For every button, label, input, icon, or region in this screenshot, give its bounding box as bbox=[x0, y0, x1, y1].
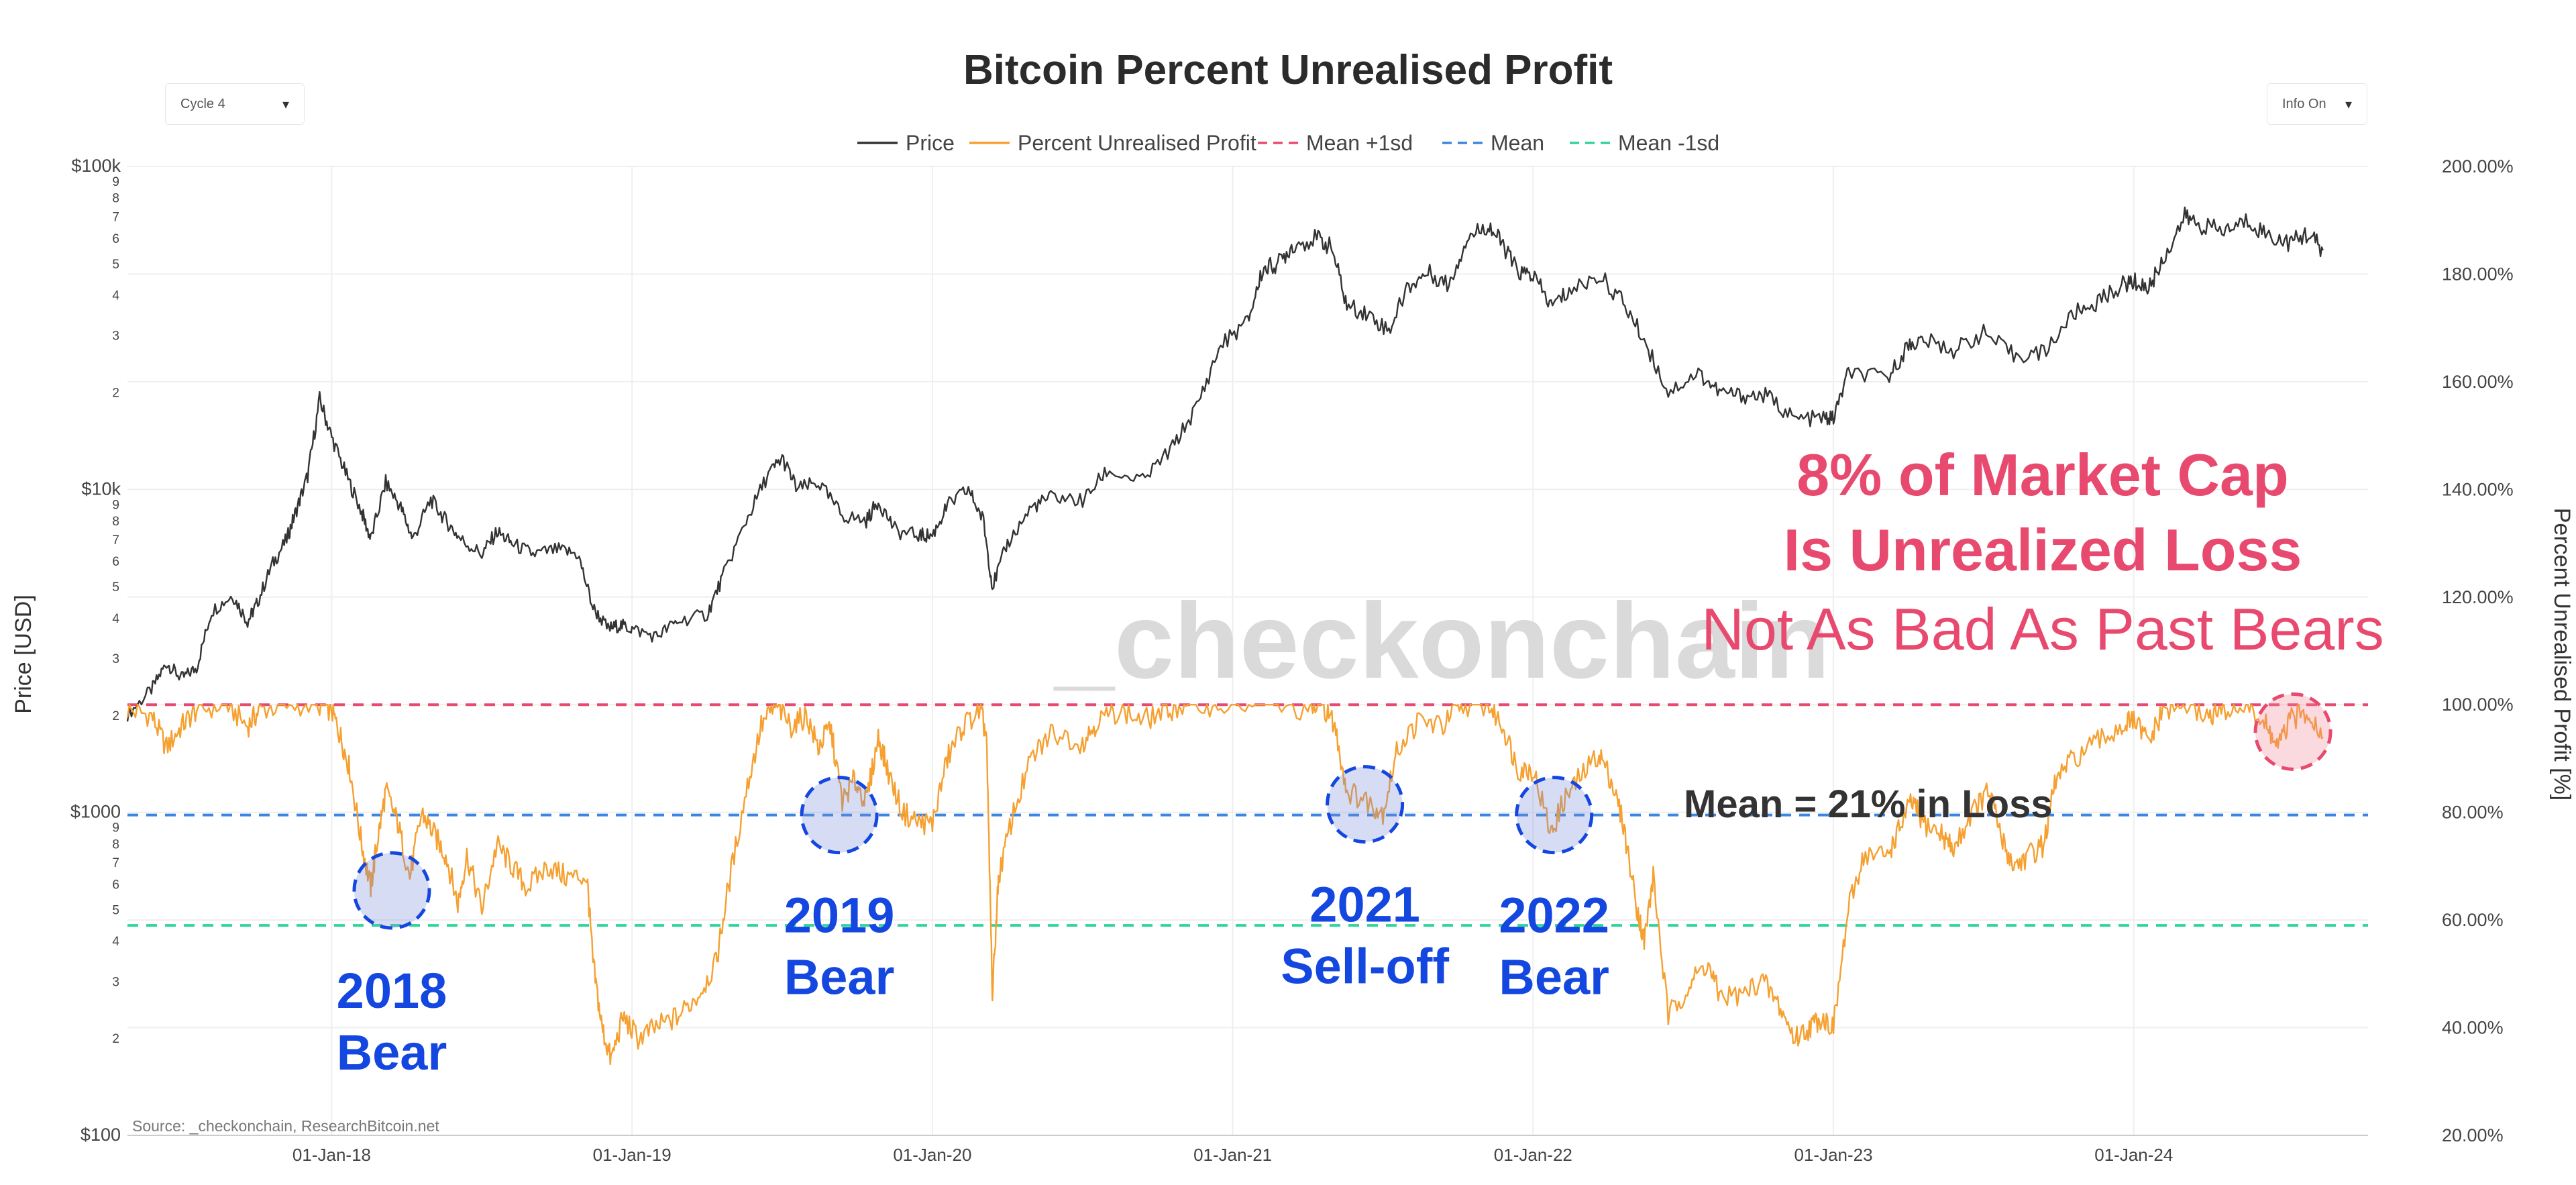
annotation-circle bbox=[1326, 765, 1405, 844]
right-tick-label: 140.00% bbox=[2442, 479, 2514, 499]
legend-item: Mean bbox=[1491, 131, 1544, 155]
left-tick-label: $10k bbox=[81, 478, 121, 499]
x-tick-label: 01-Jan-20 bbox=[893, 1145, 971, 1165]
left-axis-label: Price [USD] bbox=[11, 595, 36, 714]
left-minor-tick-label: 2 bbox=[112, 1032, 119, 1046]
right-tick-label: 180.00% bbox=[2442, 264, 2514, 284]
left-minor-tick-label: 7 bbox=[112, 533, 119, 548]
annotations: 2018 Bear 2019 Bear 2021 Sell-off 2022 Bear Mean… bbox=[337, 442, 2384, 1080]
left-minor-tick-label: 7 bbox=[112, 211, 119, 225]
left-tick-label: $100k bbox=[71, 156, 121, 176]
annotation-label: 2022 bbox=[1499, 888, 1609, 943]
legend-item: Percent Unrealised Profit bbox=[1018, 131, 1256, 155]
left-minor-tick-label: 9 bbox=[112, 175, 119, 189]
annotation-label: Bear bbox=[337, 1025, 447, 1080]
x-tick-label: 01-Jan-24 bbox=[2094, 1145, 2173, 1165]
right-tick-label: 120.00% bbox=[2442, 587, 2514, 607]
left-minor-tick-label: 5 bbox=[112, 904, 119, 918]
annotation-text: Is Unrealized Loss bbox=[1784, 517, 2302, 583]
left-minor-tick-label: 7 bbox=[112, 856, 119, 870]
left-minor-tick-label: 4 bbox=[112, 612, 119, 626]
annotation-circles bbox=[352, 692, 2332, 930]
left-minor-tick-label: 9 bbox=[112, 498, 119, 512]
annotation-text: Not As Bad As Past Bears bbox=[1701, 596, 2383, 662]
right-tick-label: 20.00% bbox=[2442, 1125, 2504, 1145]
series-line-percent-unrealised-profit bbox=[126, 704, 2324, 1066]
left-minor-tick-label: 6 bbox=[112, 878, 119, 892]
annotation-label: 2019 bbox=[784, 888, 895, 943]
annotation-text: 8% of Market Cap bbox=[1796, 442, 2289, 508]
left-minor-tick-label: 3 bbox=[112, 329, 119, 344]
right-tick-label: 40.00% bbox=[2442, 1018, 2504, 1038]
annotation-label: Bear bbox=[784, 949, 895, 1005]
left-tick-label: $1000 bbox=[70, 802, 121, 822]
reference-lines bbox=[127, 703, 2368, 927]
left-minor-tick-label: 2 bbox=[112, 386, 119, 400]
cycle-select[interactable]: Cycle 4 ▾ bbox=[165, 83, 305, 125]
axes: 01-Jan-18 01-Jan-19 01-Jan-20 01-Jan-21 01-J… bbox=[70, 156, 2514, 1165]
left-minor-tick-label: 6 bbox=[112, 555, 119, 569]
left-minor-tick-label: 6 bbox=[112, 232, 119, 246]
left-minor-tick-label: 2 bbox=[112, 709, 119, 723]
source-label: Source: _checkonchain, ResearchBitcoin.n… bbox=[132, 1117, 439, 1135]
annotation-circle bbox=[1515, 776, 1594, 855]
left-minor-tick-label: 8 bbox=[112, 192, 119, 206]
series-line-price bbox=[126, 206, 2324, 722]
cycle-select-value: Cycle 4 bbox=[180, 96, 225, 111]
watermark: _checkonchain bbox=[1053, 580, 1830, 701]
left-minor-tick-label: 5 bbox=[112, 580, 119, 595]
left-minor-tick-label: 8 bbox=[112, 837, 119, 852]
annotation-label: 2021 bbox=[1309, 877, 1420, 933]
annotation-circle bbox=[800, 776, 879, 855]
x-tick-label: 01-Jan-23 bbox=[1794, 1145, 1873, 1165]
chart-title: Bitcoin Percent Unrealised Profit bbox=[963, 47, 1613, 93]
x-tick-label: 01-Jan-18 bbox=[292, 1145, 371, 1165]
left-minor-tick-label: 5 bbox=[112, 258, 119, 272]
annotation-label: 2018 bbox=[337, 963, 447, 1019]
x-tick-label: 01-Jan-21 bbox=[1193, 1145, 1272, 1165]
legend-item: Mean +1sd bbox=[1306, 131, 1413, 155]
series-group bbox=[126, 206, 2324, 1066]
right-tick-label: 80.00% bbox=[2442, 803, 2504, 823]
info-select-value: Info On bbox=[2282, 96, 2326, 111]
right-tick-label: 200.00% bbox=[2442, 156, 2514, 176]
right-tick-label: 160.00% bbox=[2442, 372, 2514, 392]
annotation-circle bbox=[352, 851, 431, 930]
left-minor-tick-label: 3 bbox=[112, 975, 119, 989]
annotation-circle bbox=[2253, 692, 2332, 771]
chevron-down-icon: ▾ bbox=[2345, 97, 2352, 112]
annotation-text: Mean = 21% in Loss bbox=[1684, 782, 2053, 826]
left-minor-tick-label: 8 bbox=[112, 515, 119, 529]
annotation-label: Sell-off bbox=[1281, 939, 1449, 994]
x-tick-label: 01-Jan-19 bbox=[593, 1145, 672, 1165]
x-tick-label: 01-Jan-22 bbox=[1494, 1145, 1572, 1165]
legend-item: Mean -1sd bbox=[1618, 131, 1719, 155]
left-minor-tick-label: 3 bbox=[112, 652, 119, 666]
right-axis-label: Percent Unrealised Profit [%] bbox=[2549, 508, 2575, 801]
legend-item: Price bbox=[906, 131, 955, 155]
right-tick-label: 60.00% bbox=[2442, 910, 2504, 930]
annotation-label: Bear bbox=[1499, 949, 1609, 1005]
legend: Price Percent Unrealised Profit Mean +1sd M… bbox=[857, 131, 1719, 155]
chevron-down-icon: ▾ bbox=[282, 97, 289, 112]
left-minor-tick-label: 4 bbox=[112, 935, 119, 949]
left-minor-tick-label: 9 bbox=[112, 821, 119, 835]
info-select[interactable]: Info On ▾ bbox=[2267, 83, 2367, 125]
right-tick-label: 100.00% bbox=[2442, 694, 2514, 715]
left-minor-tick-label: 4 bbox=[112, 289, 119, 303]
left-tick-label: $100 bbox=[80, 1125, 121, 1145]
